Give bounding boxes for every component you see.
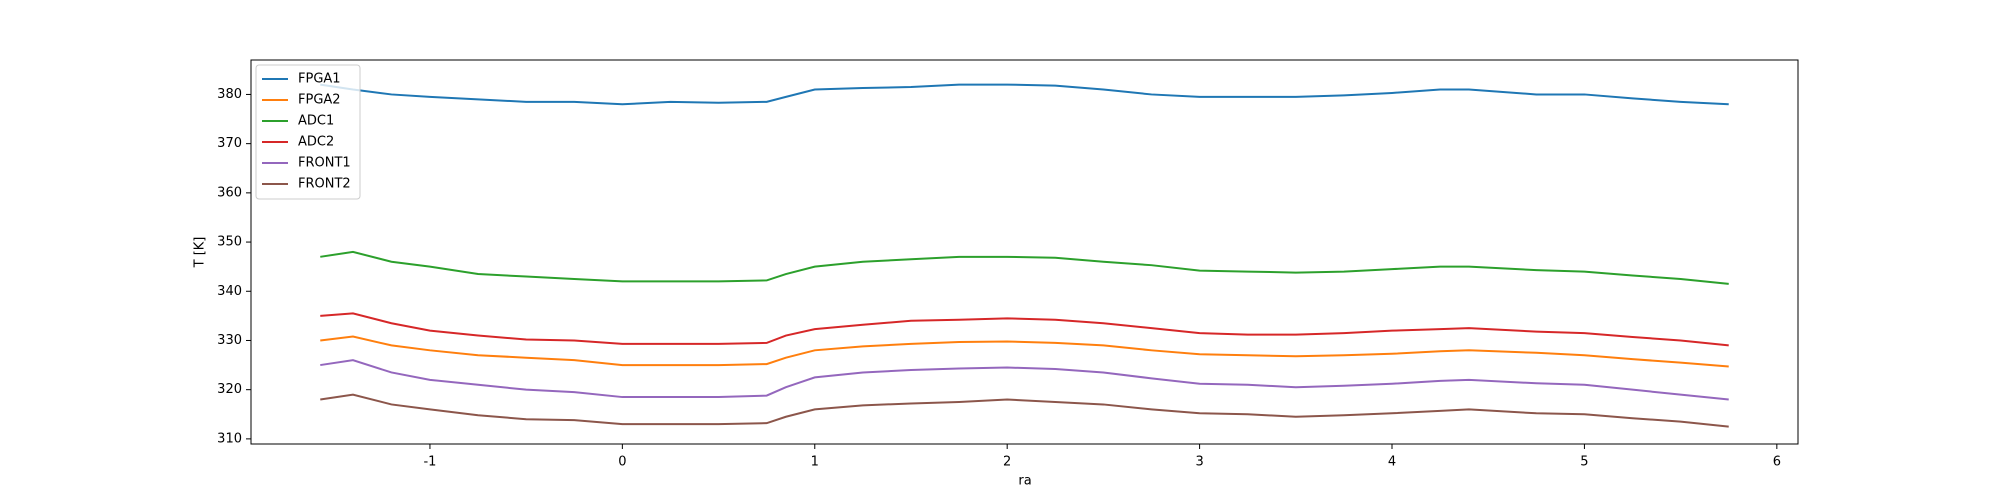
legend-label: FPGA2 xyxy=(298,93,341,108)
y-tick-label: 380 xyxy=(217,87,242,102)
y-tick-label: 320 xyxy=(217,382,242,397)
series-line xyxy=(320,393,1729,428)
y-tick-label: 360 xyxy=(217,185,242,200)
x-tick-label: 1 xyxy=(811,455,819,470)
x-tick-label: 4 xyxy=(1388,455,1396,470)
x-tick-label: 3 xyxy=(1195,455,1203,470)
y-tick-label: 310 xyxy=(217,431,242,446)
series-line xyxy=(320,250,1729,285)
legend-label: ADC1 xyxy=(298,114,334,129)
x-axis-label: ra xyxy=(1018,474,1031,489)
series-line xyxy=(320,83,1729,106)
y-tick-label: 330 xyxy=(217,333,242,348)
y-tick-label: 370 xyxy=(217,136,242,151)
series-line xyxy=(320,335,1729,368)
x-tick-label: -1 xyxy=(423,455,436,470)
series-line xyxy=(320,312,1729,347)
legend-label: ADC2 xyxy=(298,135,334,150)
x-tick-label: 2 xyxy=(1003,455,1011,470)
legend-label: FRONT1 xyxy=(298,156,351,171)
x-tick-label: 0 xyxy=(618,455,626,470)
x-tick-label: 6 xyxy=(1773,455,1781,470)
legend-frame xyxy=(255,64,361,200)
legend: FPGA1 FPGA2 ADC1 ADC2 FRONT1 FRONT2 xyxy=(255,64,361,200)
legend-label: FPGA1 xyxy=(298,72,341,87)
x-tick-label: 5 xyxy=(1580,455,1588,470)
y-axis-label: T [K] xyxy=(193,237,208,269)
y-tick-label: 350 xyxy=(217,235,242,250)
plot-frame xyxy=(250,59,1799,445)
legend-label: FRONT2 xyxy=(298,177,351,192)
series-line xyxy=(320,359,1729,401)
y-tick-label: 340 xyxy=(217,284,242,299)
